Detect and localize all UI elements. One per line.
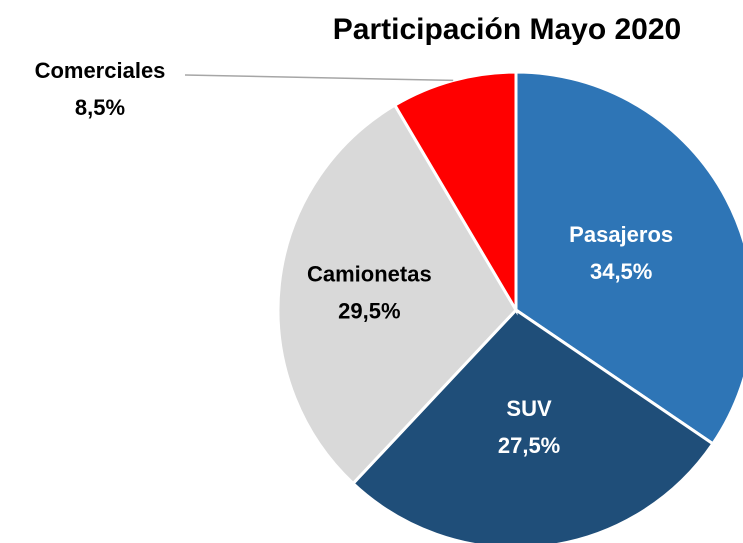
slice-label: Camionetas [307, 262, 432, 287]
value-label: 27,5% [498, 433, 560, 458]
chart-title: Participación Mayo 2020 [333, 13, 682, 46]
slice-label: Comerciales [35, 58, 166, 83]
value-label: 8,5% [75, 95, 125, 120]
slice-label: Pasajeros [569, 222, 673, 247]
value-label: 29,5% [338, 299, 400, 324]
value-label: 34,5% [590, 259, 652, 284]
pie-slice [276, 103, 518, 486]
leader-line [184, 74, 454, 82]
slice-label: SUV [506, 396, 552, 421]
pie-slice [350, 308, 715, 543]
